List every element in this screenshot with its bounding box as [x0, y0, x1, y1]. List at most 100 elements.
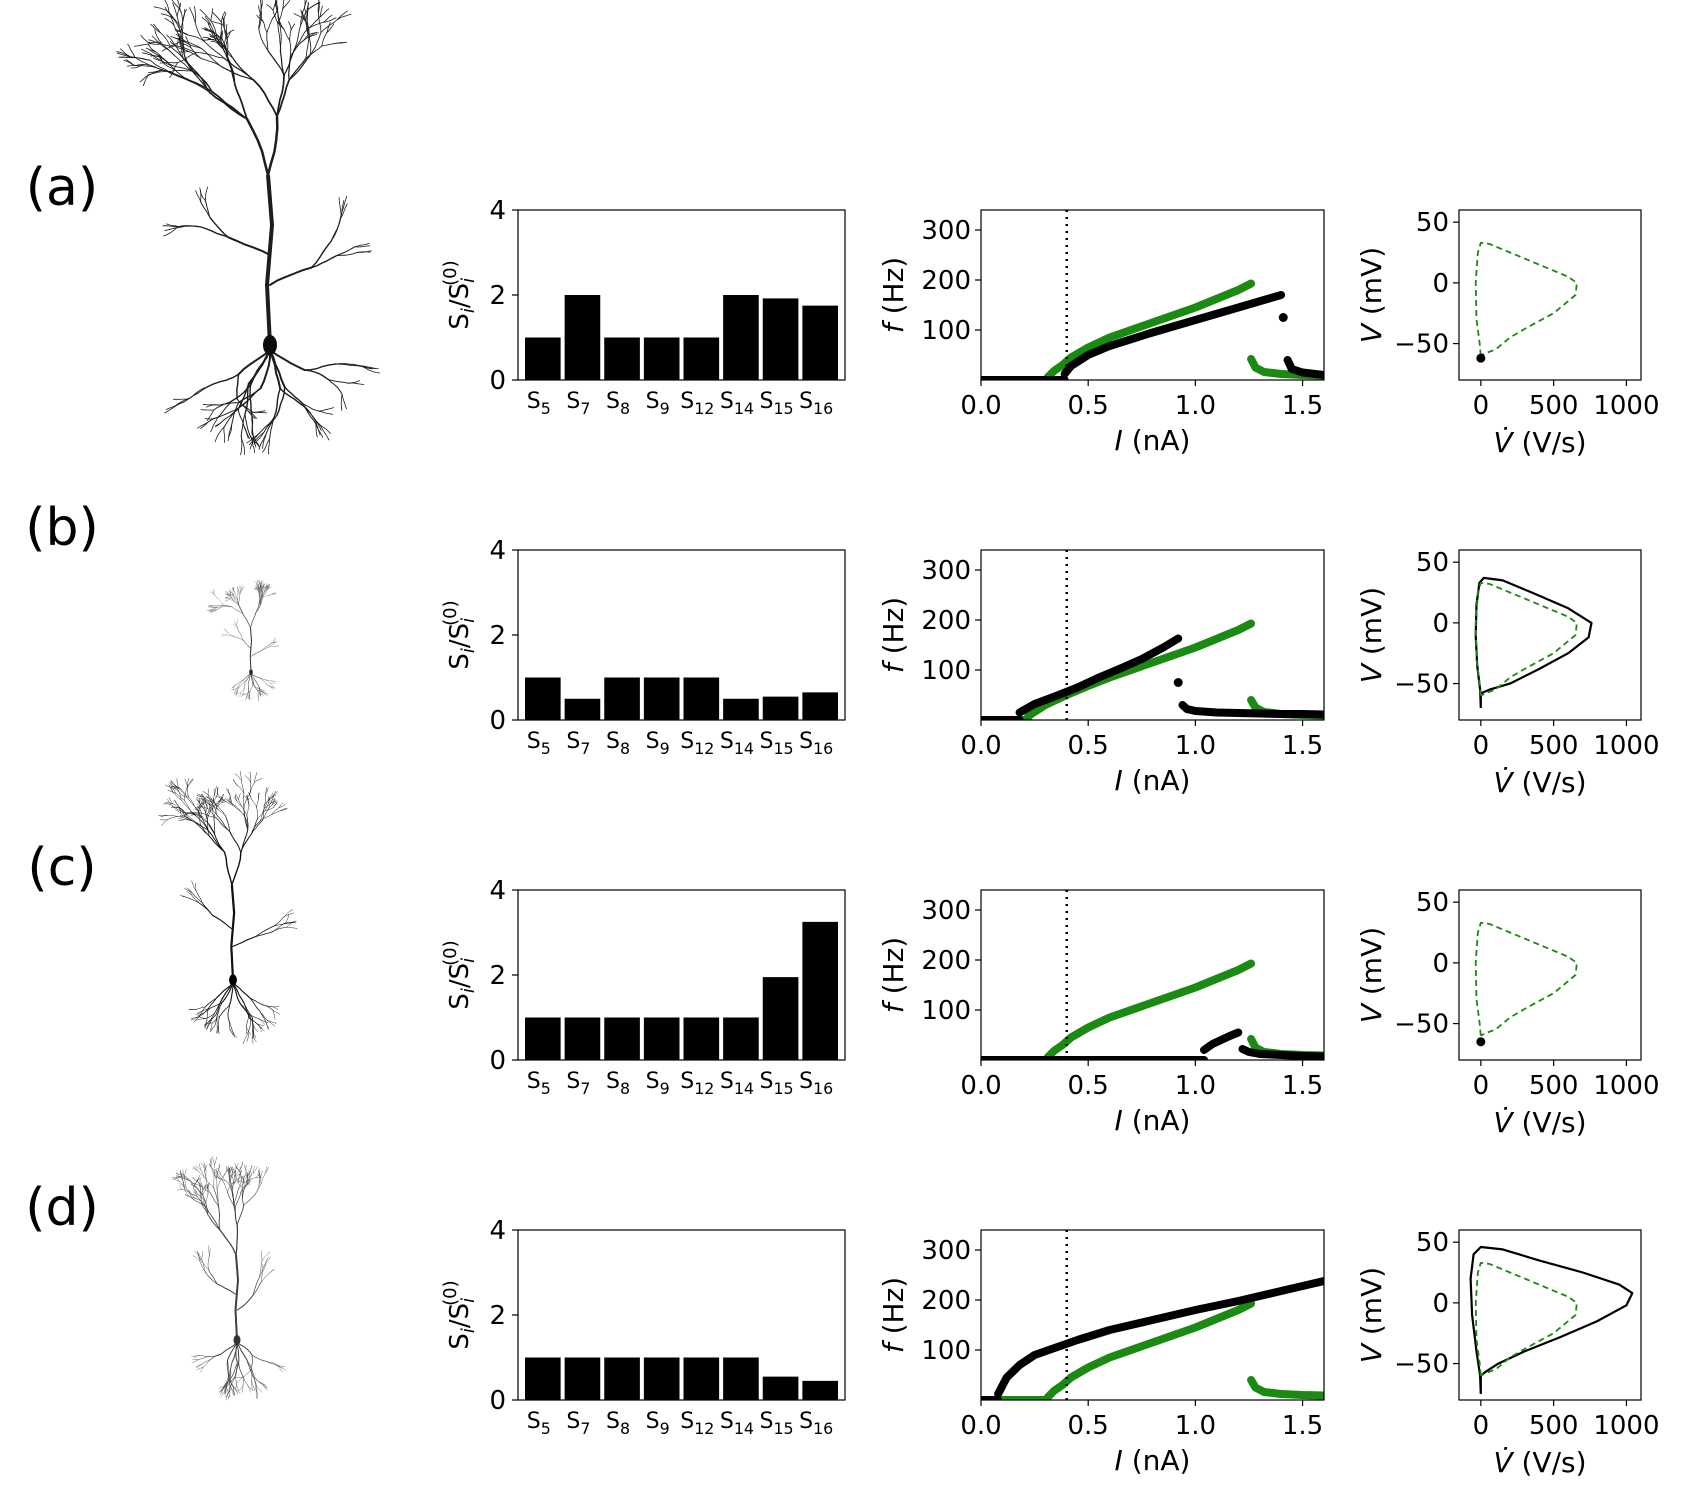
- phase-xlabel: V̇ (V/s): [1493, 1106, 1586, 1139]
- dendrite-branch: [234, 773, 242, 781]
- dendrite-branch: [221, 38, 234, 59]
- dendrite-branch: [187, 786, 189, 798]
- dendrite-branch: [251, 1354, 268, 1363]
- dendrite-branch: [218, 1206, 221, 1231]
- dendrite-branch: [153, 55, 162, 62]
- dendrite-branch: [189, 813, 196, 815]
- dendrite-branch: [200, 1182, 203, 1188]
- dendrite-branch: [154, 29, 162, 44]
- dendrite-branch: [226, 634, 235, 637]
- bar-chart: S5 S7 S8 S9 S12 S14 S15 S16 0 2 4 Si/Si(0): [440, 876, 846, 1098]
- dendrite-branch: [257, 687, 262, 692]
- dendrite-branch: [259, 585, 261, 589]
- dendrite-branch: [130, 63, 144, 69]
- dendrite-branch: [235, 686, 240, 690]
- dendrite-branch: [201, 17, 212, 26]
- y-tick-label: 300: [921, 216, 971, 246]
- dendrite-branch: [175, 398, 190, 407]
- dendrite-branch: [204, 417, 219, 420]
- dendrite-branch: [190, 811, 196, 815]
- plot-frame: [980, 889, 1325, 1061]
- dendrite-branch: [265, 415, 278, 435]
- dendrite-branch: [239, 1171, 243, 1180]
- dendrite-branch: [242, 673, 252, 681]
- dendrite-branch: [229, 595, 232, 598]
- dendrite-branch: [169, 41, 185, 47]
- dendrite-branch: [227, 1192, 235, 1206]
- dendrite-branch: [174, 69, 194, 72]
- dendrite-branch: [198, 1355, 208, 1357]
- dendrite-branch: [217, 793, 224, 801]
- dendrite-branch: [247, 410, 258, 419]
- dendrite-branch: [224, 1382, 231, 1388]
- dendrite-branch: [241, 587, 243, 591]
- dendrite-branch: [232, 982, 245, 1003]
- dendrite-branch: [172, 791, 182, 801]
- dendrite-branch: [195, 1183, 203, 1187]
- dendrite-branch: [249, 384, 253, 416]
- dendrite-branch: [216, 1001, 223, 1018]
- dendrite-branch: [253, 1165, 255, 1174]
- dendrite-branch: [177, 1174, 183, 1180]
- dendrite-branch: [172, 2, 178, 17]
- dendrite-branch: [170, 780, 178, 788]
- dendrite-branch: [226, 599, 230, 601]
- dendrite-branch: [327, 378, 343, 395]
- dendrite-branch: [185, 1186, 194, 1200]
- fi-ylabel: f (Hz): [877, 937, 910, 1013]
- dendrite-branch: [147, 71, 161, 73]
- dendrite-branch: [277, 1365, 283, 1373]
- dendrite-branch: [256, 1023, 265, 1027]
- soma: [263, 335, 277, 355]
- dendrite-branch: [208, 610, 213, 613]
- dendrite-branch: [270, 682, 275, 684]
- dendrite-branch: [249, 997, 264, 1006]
- bar-category-label: S15: [760, 389, 794, 418]
- dendrite-branch: [231, 1167, 233, 1174]
- dendrite-branch: [199, 1261, 206, 1273]
- bar-ylabel: Si/Si(0): [440, 1280, 479, 1349]
- dendrite-branch: [171, 17, 182, 34]
- dendrite-branch: [310, 240, 332, 269]
- dendrite-branch: [193, 1355, 200, 1359]
- dendrite-branch: [263, 583, 266, 587]
- dendrite-branch: [214, 1171, 219, 1178]
- x-tick-label: 0.5: [1068, 1071, 1109, 1101]
- dendrite-branch: [251, 798, 257, 808]
- dendrite-branch: [208, 1269, 218, 1285]
- dendrite-branch: [258, 692, 261, 696]
- dendrite-branch: [232, 593, 234, 595]
- plot-frame: [980, 549, 1325, 721]
- dendrite-branch: [307, 1, 309, 17]
- dendrite-branch: [181, 42, 192, 49]
- phase-ylabel: V (mV): [1355, 927, 1388, 1023]
- dendrite-branch: [272, 638, 276, 643]
- dendrite-branch: [195, 808, 199, 813]
- phase-xlabel: V̇ (V/s): [1493, 1446, 1586, 1479]
- phase-point: [1476, 1037, 1486, 1047]
- dendrite-branch: [226, 787, 231, 796]
- bar: [643, 337, 680, 380]
- dendrite-branch: [229, 599, 234, 602]
- dendrite-branch: [216, 1025, 218, 1034]
- dendrite-branch: [254, 587, 257, 590]
- dendrite-branch: [207, 997, 217, 1010]
- dendrite-branch: [234, 683, 238, 686]
- dendrite-branch: [200, 793, 205, 800]
- dendrite-branch: [211, 607, 215, 609]
- dendrite-branch: [195, 52, 225, 59]
- dendrite-branch: [267, 585, 270, 589]
- dendrite-branch: [240, 688, 245, 693]
- dendrite-branch: [226, 1359, 229, 1377]
- dendrite-branch: [240, 1003, 251, 1019]
- dendrite-branch: [181, 8, 186, 25]
- y-tick-label: 300: [921, 1236, 971, 1266]
- dendrite-branch: [266, 17, 273, 34]
- dendrite-branch: [217, 401, 232, 418]
- dendrite-branch: [237, 1176, 244, 1180]
- dendrite-branch: [243, 1194, 256, 1206]
- dendrite-branch: [186, 887, 194, 895]
- bar-category-label: S16: [799, 729, 833, 758]
- dendrite-branch: [224, 1376, 232, 1386]
- dendrite-branch: [174, 800, 180, 808]
